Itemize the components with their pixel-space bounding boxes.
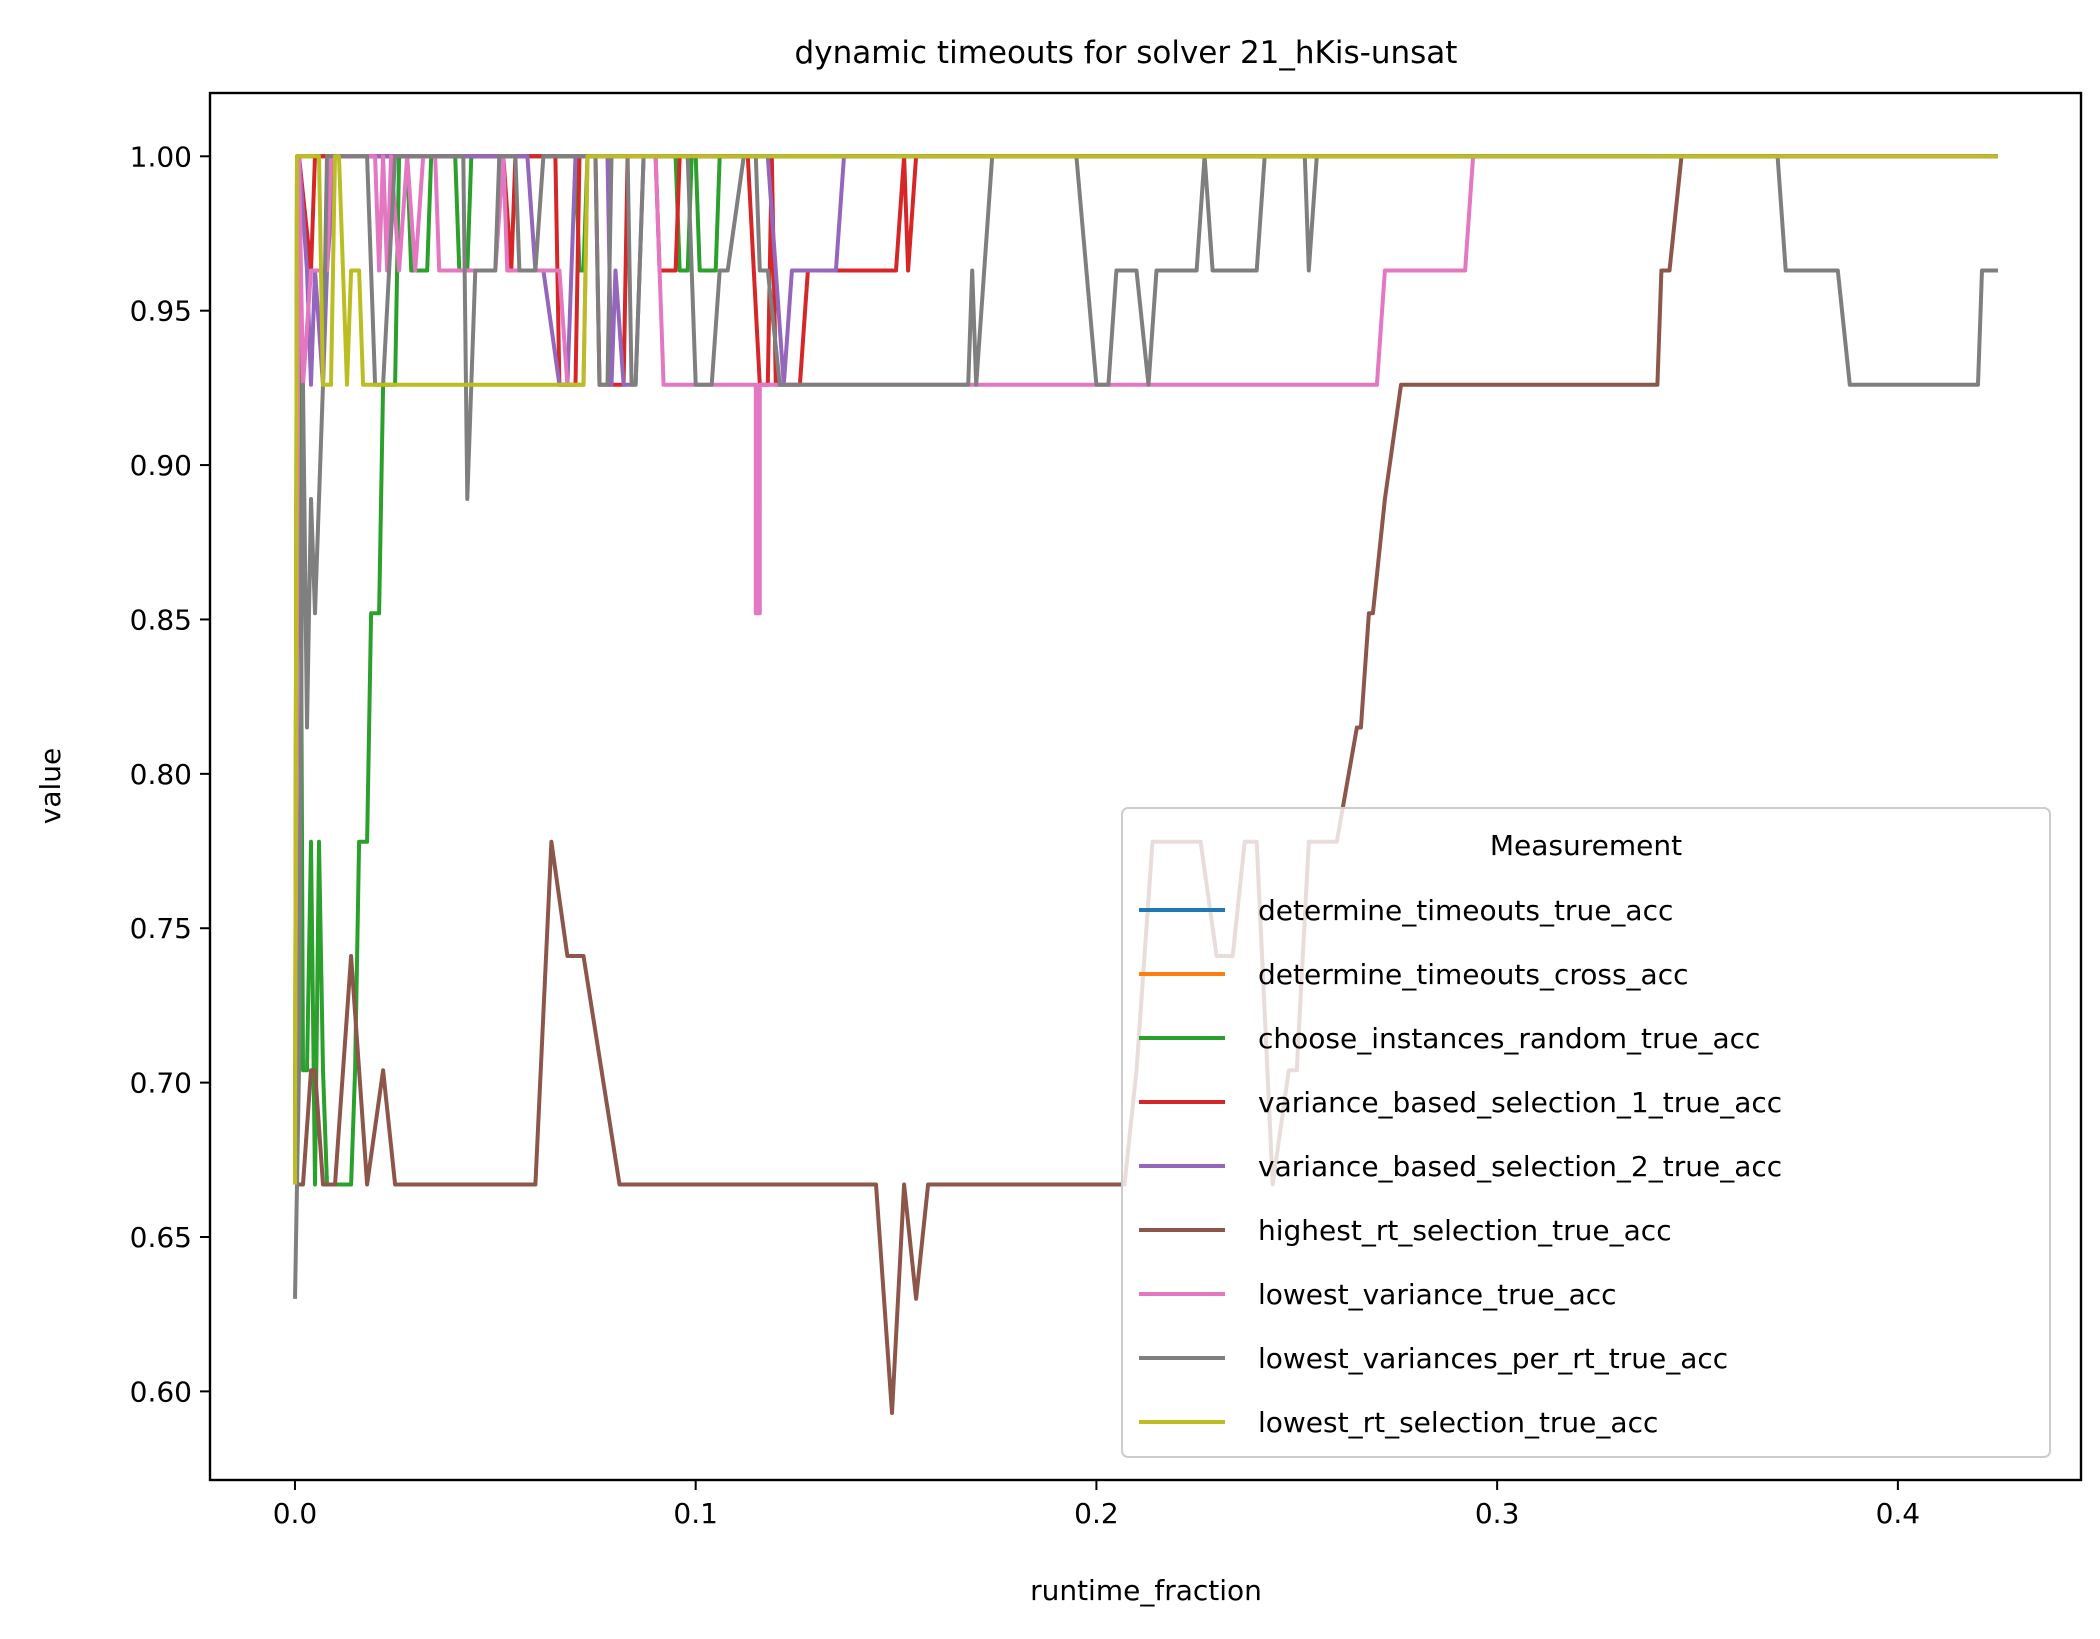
legend-title: Measurement (1490, 829, 1682, 862)
x-axis: 0.0 0.1 0.2 0.3 0.4 (273, 1480, 1920, 1530)
legend-frame (1121, 807, 2051, 1458)
legend: Measurement determine_timeouts_true_accd… (1121, 807, 2051, 1458)
y-tick-label: 0.85 (130, 603, 192, 636)
y-tick-label: 0.75 (130, 912, 192, 945)
legend-label: lowest_variance_true_acc (1258, 1278, 1617, 1311)
legend-label: variance_based_selection_2_true_acc (1258, 1150, 1782, 1183)
legend-label: lowest_variances_per_rt_true_acc (1258, 1342, 1728, 1375)
x-tick-label: 0.2 (1074, 1497, 1119, 1530)
x-tick-label: 0.4 (1876, 1497, 1921, 1530)
y-tick-label: 0.80 (130, 758, 192, 791)
series-line-lowest-rt-selection-true-acc (293, 154, 1998, 1185)
y-tick-label: 0.60 (130, 1375, 192, 1408)
x-tick-label: 0.1 (673, 1497, 718, 1530)
y-axis: 0.60 0.65 0.70 0.75 0.80 0.85 0.90 0.95 1.00 (130, 140, 210, 1408)
chart-title: dynamic timeouts for solver 21_hKis-unsa… (795, 35, 1458, 71)
y-axis-label: value (34, 748, 67, 824)
legend-label: choose_instances_random_true_acc (1258, 1022, 1760, 1055)
x-tick-label: 0.3 (1475, 1497, 1520, 1530)
legend-label: determine_timeouts_true_acc (1258, 894, 1673, 927)
legend-label: determine_timeouts_cross_acc (1258, 958, 1689, 991)
y-tick-label: 0.70 (130, 1067, 192, 1100)
y-tick-label: 0.95 (130, 295, 192, 328)
legend-label: variance_based_selection_1_true_acc (1258, 1086, 1782, 1119)
y-tick-label: 1.00 (130, 140, 192, 173)
y-tick-label: 0.65 (130, 1221, 192, 1254)
x-tick-label: 0.0 (273, 1497, 318, 1530)
legend-label: lowest_rt_selection_true_acc (1258, 1406, 1658, 1439)
plot-frame (208, 91, 2083, 1482)
legend-label: highest_rt_selection_true_acc (1258, 1214, 1672, 1247)
y-tick-label: 0.90 (130, 449, 192, 482)
x-axis-label: runtime_fraction (1030, 1574, 1262, 1607)
